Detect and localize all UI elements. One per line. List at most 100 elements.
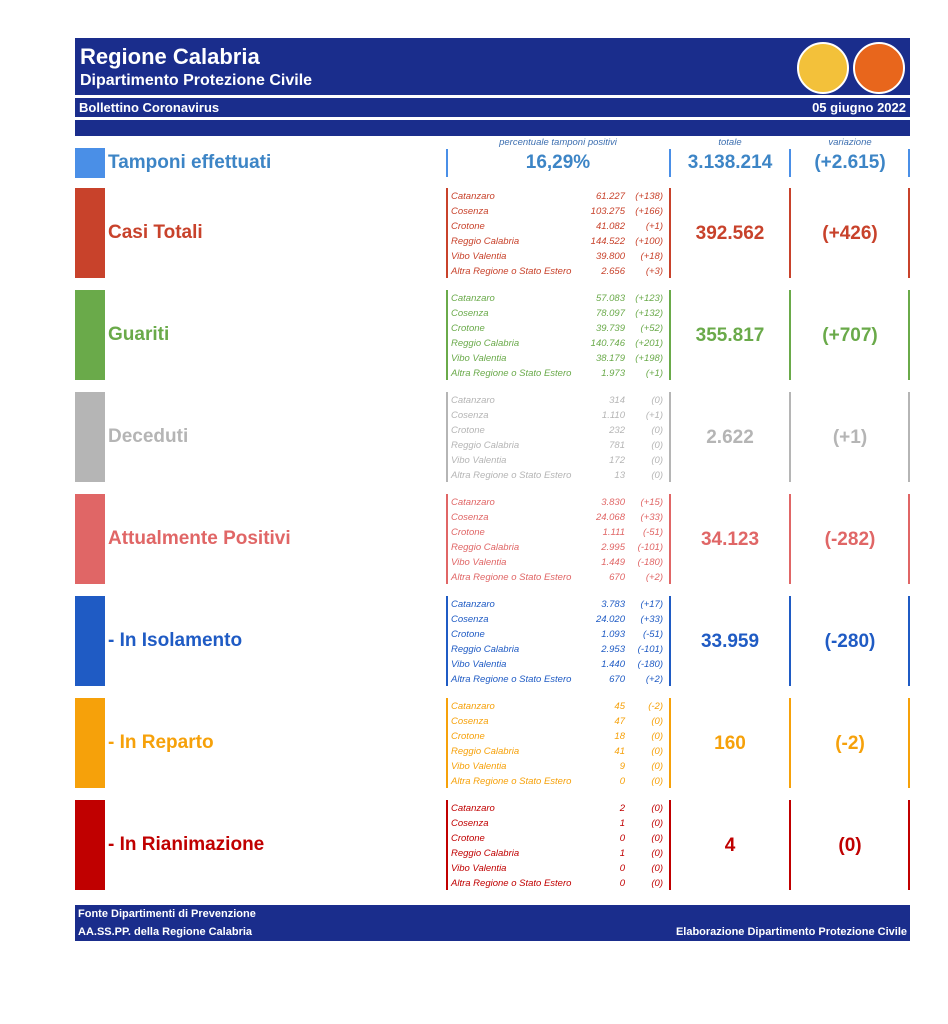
divider (789, 596, 791, 686)
row-value: 3.830 (601, 497, 625, 508)
row-change: (+201) (635, 338, 663, 349)
row-value: 61.227 (595, 191, 625, 202)
row-value: 1 (619, 818, 625, 829)
tamponi-label: Tamponi effettuati (108, 152, 272, 173)
row-value: 1.110 (601, 410, 625, 421)
row-change: (0) (651, 803, 663, 814)
divider (446, 290, 448, 380)
divider (908, 698, 910, 788)
divider (789, 800, 791, 890)
row-value: 140.746 (590, 338, 625, 349)
row-name: Altra Regione o Stato Estero (451, 368, 572, 379)
section-bar (75, 800, 105, 890)
row-value: 103.275 (590, 206, 625, 217)
header-band: Regione Calabria Dipartimento Protezione… (75, 38, 910, 95)
tamponi-square (75, 148, 105, 178)
row-value: 2.953 (601, 644, 625, 655)
row-change: (+15) (640, 497, 663, 508)
row-change: (+33) (640, 512, 663, 523)
section-label: - In Reparto (108, 732, 214, 753)
row-change: (0) (651, 818, 663, 829)
divider (669, 494, 671, 584)
date: 05 giugno 2022 (812, 100, 906, 115)
row-value: 57.083 (595, 293, 625, 304)
row-value: 3.783 (601, 599, 625, 610)
credit: Elaborazione Dipartimento Protezione Civ… (675, 926, 907, 938)
civil-protection-logo (853, 42, 905, 94)
row-change: (0) (651, 455, 663, 466)
row-value: 41.082 (595, 221, 625, 232)
section-variation: (+1) (832, 427, 868, 448)
row-change: (0) (651, 776, 663, 787)
divider (789, 149, 791, 177)
section-variation: (0) (838, 835, 862, 856)
row-change: (+1) (645, 221, 663, 232)
divider (908, 149, 910, 177)
row-change: (+138) (635, 191, 663, 202)
section-total: 4 (724, 835, 736, 856)
row-change: (+132) (635, 308, 663, 319)
row-change: (+166) (635, 206, 663, 217)
row-change: (+1) (645, 368, 663, 379)
title: Regione Calabria (80, 44, 260, 69)
row-name: Reggio Calabria (451, 746, 520, 757)
footer: Fonte Dipartimenti di Prevenzione AA.SS.… (75, 905, 910, 941)
row-change: (0) (651, 731, 663, 742)
section-label: Deceduti (108, 426, 189, 447)
row-change: (0) (651, 746, 663, 757)
tamponi-variation: (+2.615) (814, 152, 886, 173)
row-change: (+1) (645, 410, 663, 421)
section-label: Attualmente Positivi (108, 528, 291, 549)
row-name: Altra Regione o Stato Estero (451, 470, 572, 481)
row-value: 1.440 (601, 659, 625, 670)
row-name: Cosenza (451, 614, 489, 625)
bulletin: Bollettino Coronavirus (79, 100, 220, 115)
row-change: (-101) (637, 644, 663, 655)
row-name: Reggio Calabria (451, 848, 520, 859)
bulletin-bar: Bollettino Coronavirus 05 giugno 2022 (75, 98, 910, 117)
row-value: 24.068 (595, 512, 625, 523)
row-value: 0 (619, 833, 625, 844)
section-bar (75, 188, 105, 278)
row-change: (+100) (635, 236, 663, 247)
row-name: Cosenza (451, 818, 489, 829)
row-value: 2 (619, 803, 625, 814)
row-name: Crotone (451, 629, 485, 640)
row-name: Vibo Valentia (451, 863, 507, 874)
row-change: (0) (651, 470, 663, 481)
divider (446, 800, 448, 890)
divider (908, 596, 910, 686)
row-value: 39.739 (595, 323, 625, 334)
section-label: - In Rianimazione (108, 834, 265, 855)
section-total: 34.123 (700, 529, 760, 550)
section-label: Guariti (108, 324, 170, 345)
row-name: Cosenza (451, 512, 489, 523)
row-name: Vibo Valentia (451, 353, 507, 364)
row-name: Catanzaro (451, 701, 495, 712)
section-variation: (+426) (822, 223, 878, 244)
row-change: (0) (651, 848, 663, 859)
divider (908, 392, 910, 482)
section-total: 33.959 (700, 631, 760, 652)
row-value: 1.449 (601, 557, 625, 568)
row-name: Catanzaro (451, 803, 495, 814)
divider (669, 698, 671, 788)
row-value: 24.020 (595, 614, 625, 625)
row-change: (+123) (635, 293, 663, 304)
divider (669, 149, 671, 177)
row-change: (0) (651, 395, 663, 406)
row-value: 13 (614, 470, 625, 481)
tamponi-percent: 16,29% (525, 152, 591, 173)
section-bar (75, 494, 105, 584)
section-label: Casi Totali (108, 222, 203, 243)
section-bar (75, 698, 105, 788)
col-percent: percentuale tamponi positivi (499, 137, 617, 148)
divider (789, 392, 791, 482)
row-value: 39.800 (595, 251, 625, 262)
row-name: Reggio Calabria (451, 236, 520, 247)
divider (669, 800, 671, 890)
row-name: Catanzaro (451, 191, 495, 202)
row-name: Altra Regione o Stato Estero (451, 572, 572, 583)
row-value: 47 (614, 716, 625, 727)
divider (789, 494, 791, 584)
